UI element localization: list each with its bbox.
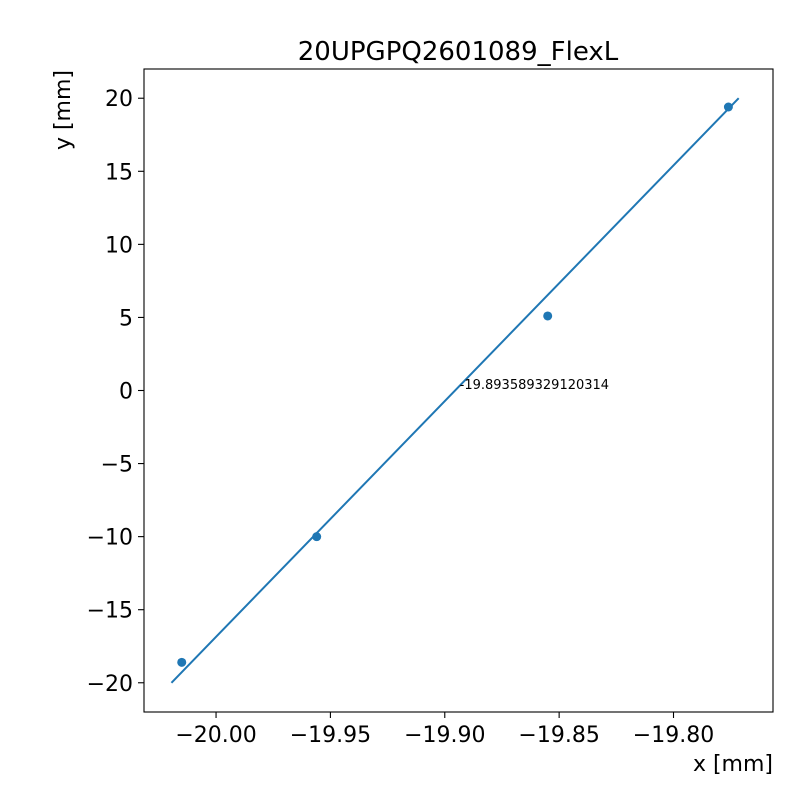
data-point [723, 102, 733, 112]
data-point [177, 657, 187, 667]
fit-line [170, 97, 740, 684]
x-tick-label: −19.80 [633, 723, 714, 748]
y-tick-label: 20 [105, 87, 133, 112]
chart-title: 20UPGPQ2601089_FlexL [298, 37, 619, 67]
y-tick-label: 10 [105, 233, 133, 258]
plot-area: −20.00 −19.95 −19.90 −19.85 −19.80 −20 −15 −10 −… [87, 68, 774, 748]
y-tick-label: −20 [87, 672, 133, 697]
y-tick-label: −5 [101, 453, 133, 478]
y-tick-label: −10 [87, 526, 133, 551]
y-tick-label: −15 [87, 599, 133, 624]
x-axis-label: x [mm] [693, 752, 773, 777]
y-tick-label: 0 [119, 380, 133, 405]
y-tick-label: 5 [119, 306, 133, 331]
x-tick-label: −19.90 [404, 723, 485, 748]
y-tick-label: 15 [105, 160, 133, 185]
y-axis-label: y [mm] [51, 70, 76, 150]
plot-frame [143, 68, 774, 713]
annotation-text: -19.893589329120314 [460, 378, 609, 393]
x-tick-label: −19.95 [290, 723, 371, 748]
data-point [543, 311, 553, 321]
x-tick-label: −20.00 [175, 723, 256, 748]
x-tick-label: −19.85 [518, 723, 599, 748]
